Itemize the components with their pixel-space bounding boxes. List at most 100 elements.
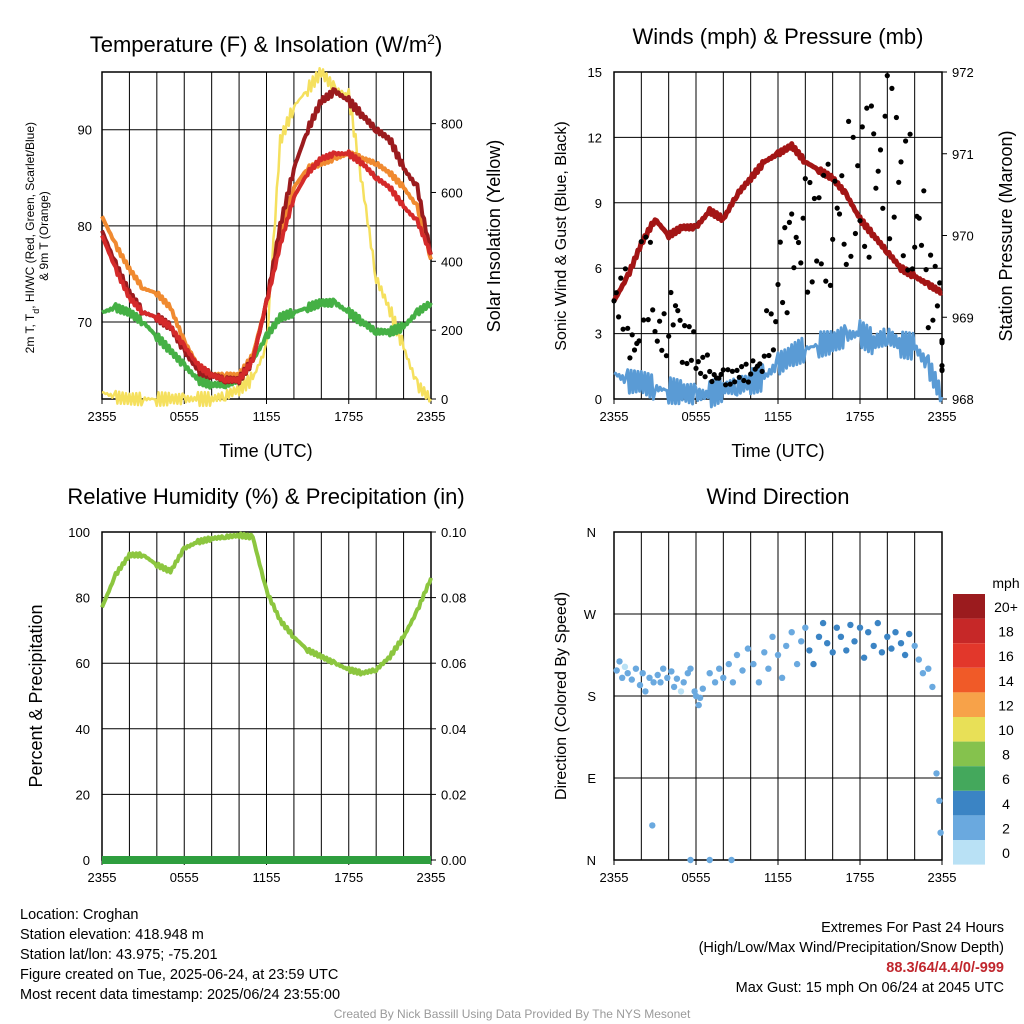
dewpoint-line — [101, 297, 433, 390]
direction-point — [646, 674, 653, 681]
direction-point — [888, 645, 895, 652]
y-tick-label: 9 — [595, 196, 602, 211]
gust-point — [759, 368, 765, 374]
direction-point — [856, 624, 864, 631]
direction-point — [744, 645, 752, 652]
gust-point — [827, 282, 834, 288]
colorbar-swatch — [953, 667, 985, 693]
station-info: Location: Croghan Station elevation: 418… — [20, 905, 340, 1005]
gust-point — [618, 275, 624, 281]
direction-point — [699, 685, 706, 692]
direction-point — [774, 651, 782, 659]
direction-point — [680, 679, 687, 686]
gust-point — [839, 173, 845, 179]
wind-direction-panel-title: Wind Direction — [706, 484, 849, 509]
recent-timestamp: Most recent data timestamp: 2025/06/24 2… — [20, 987, 341, 1003]
temperature-panel-title: Temperature (F) & Insolation (W/m2) — [90, 31, 443, 57]
x-tick-label: 0555 — [682, 870, 711, 885]
direction-point — [654, 671, 661, 679]
y2-tick-label: 0.02 — [441, 787, 466, 802]
gust-point — [629, 332, 635, 338]
gust-point — [748, 371, 754, 377]
gust-point — [675, 308, 681, 314]
y2-tick-label: 200 — [441, 323, 463, 338]
direction-point — [660, 665, 667, 672]
gust-point — [627, 355, 633, 361]
gust-point — [716, 375, 722, 381]
gust-point — [734, 367, 740, 373]
direction-point — [884, 633, 891, 640]
colorbar-label: 2 — [1002, 820, 1010, 836]
gust-point — [866, 254, 872, 260]
temperature-x-label: Time (UTC) — [219, 441, 312, 461]
direction-point — [843, 647, 850, 654]
y-tick-label: 3 — [595, 327, 602, 342]
gust-point — [702, 374, 708, 380]
gust-point — [891, 214, 897, 220]
y2-tick-label: 971 — [952, 147, 974, 162]
x-tick-label: 1755 — [334, 870, 363, 885]
humidity-panel: Relative Humidity (%) & Precipitation (i… — [26, 484, 466, 885]
gust-point — [668, 289, 674, 296]
direction-point — [711, 679, 719, 686]
y-tick-label: W — [584, 607, 597, 622]
colorbar-label: 20+ — [994, 599, 1018, 615]
direction-point — [624, 670, 631, 677]
gust-point — [718, 371, 724, 377]
x-tick-label: 0555 — [170, 870, 199, 885]
gust-point — [900, 253, 906, 259]
gust-point — [939, 363, 945, 369]
gust-point — [795, 239, 802, 246]
gust-point — [884, 73, 890, 79]
gust-point — [682, 323, 688, 329]
gust-point — [832, 178, 838, 184]
extremes-subtitle: (High/Low/Max Wind/Precipitation/Snow De… — [698, 940, 1004, 956]
direction-point — [870, 642, 877, 650]
gust-point — [939, 367, 945, 374]
gust-point — [679, 359, 685, 365]
gust-point — [877, 147, 884, 153]
x-tick-label: 1155 — [764, 870, 792, 885]
gust-point — [611, 298, 617, 304]
colorbar-swatch — [953, 840, 985, 865]
station-location: Location: Croghan — [20, 907, 139, 923]
gust-point — [707, 368, 713, 375]
direction-point — [937, 829, 944, 836]
y-tick-label: E — [587, 771, 596, 786]
gust-point — [647, 239, 654, 245]
gust-point — [857, 218, 863, 224]
gust-point — [868, 103, 875, 109]
gust-point — [723, 382, 729, 388]
gust-point — [729, 368, 736, 374]
solar-y2-label: Solar Insolation (Yellow) — [484, 140, 504, 332]
credit-line: Created By Nick Bassill Using Data Provi… — [333, 1007, 691, 1021]
direction-point — [906, 630, 913, 638]
wind-y-label: Sonic Wind & Gust (Blue, Black) — [553, 121, 570, 350]
direction-point — [720, 674, 727, 681]
y-tick-label: S — [587, 689, 596, 704]
direction-point — [806, 647, 813, 654]
gust-point — [652, 328, 658, 335]
direction-point — [919, 670, 927, 677]
y-tick-label: 15 — [588, 65, 602, 80]
gust-point — [732, 379, 738, 385]
gust-point — [761, 353, 767, 359]
gust-point — [786, 219, 793, 225]
colorbar-label: 8 — [1002, 747, 1010, 763]
y-tick-label: 40 — [76, 722, 90, 737]
gust-point — [912, 244, 918, 250]
gust-point — [802, 176, 808, 182]
gust-point — [875, 168, 881, 174]
direction-point — [636, 681, 644, 689]
gust-point — [921, 188, 927, 194]
gust-point — [625, 325, 631, 331]
gust-point — [859, 124, 865, 130]
direction-point — [925, 665, 932, 672]
y-tick-label: 70 — [78, 315, 92, 330]
colorbar-swatch — [953, 594, 985, 619]
x-tick-label: 2355 — [928, 870, 957, 885]
gust-point — [709, 378, 715, 385]
gust-point — [909, 266, 916, 272]
direction-point — [695, 701, 702, 709]
gust-point — [789, 211, 795, 217]
